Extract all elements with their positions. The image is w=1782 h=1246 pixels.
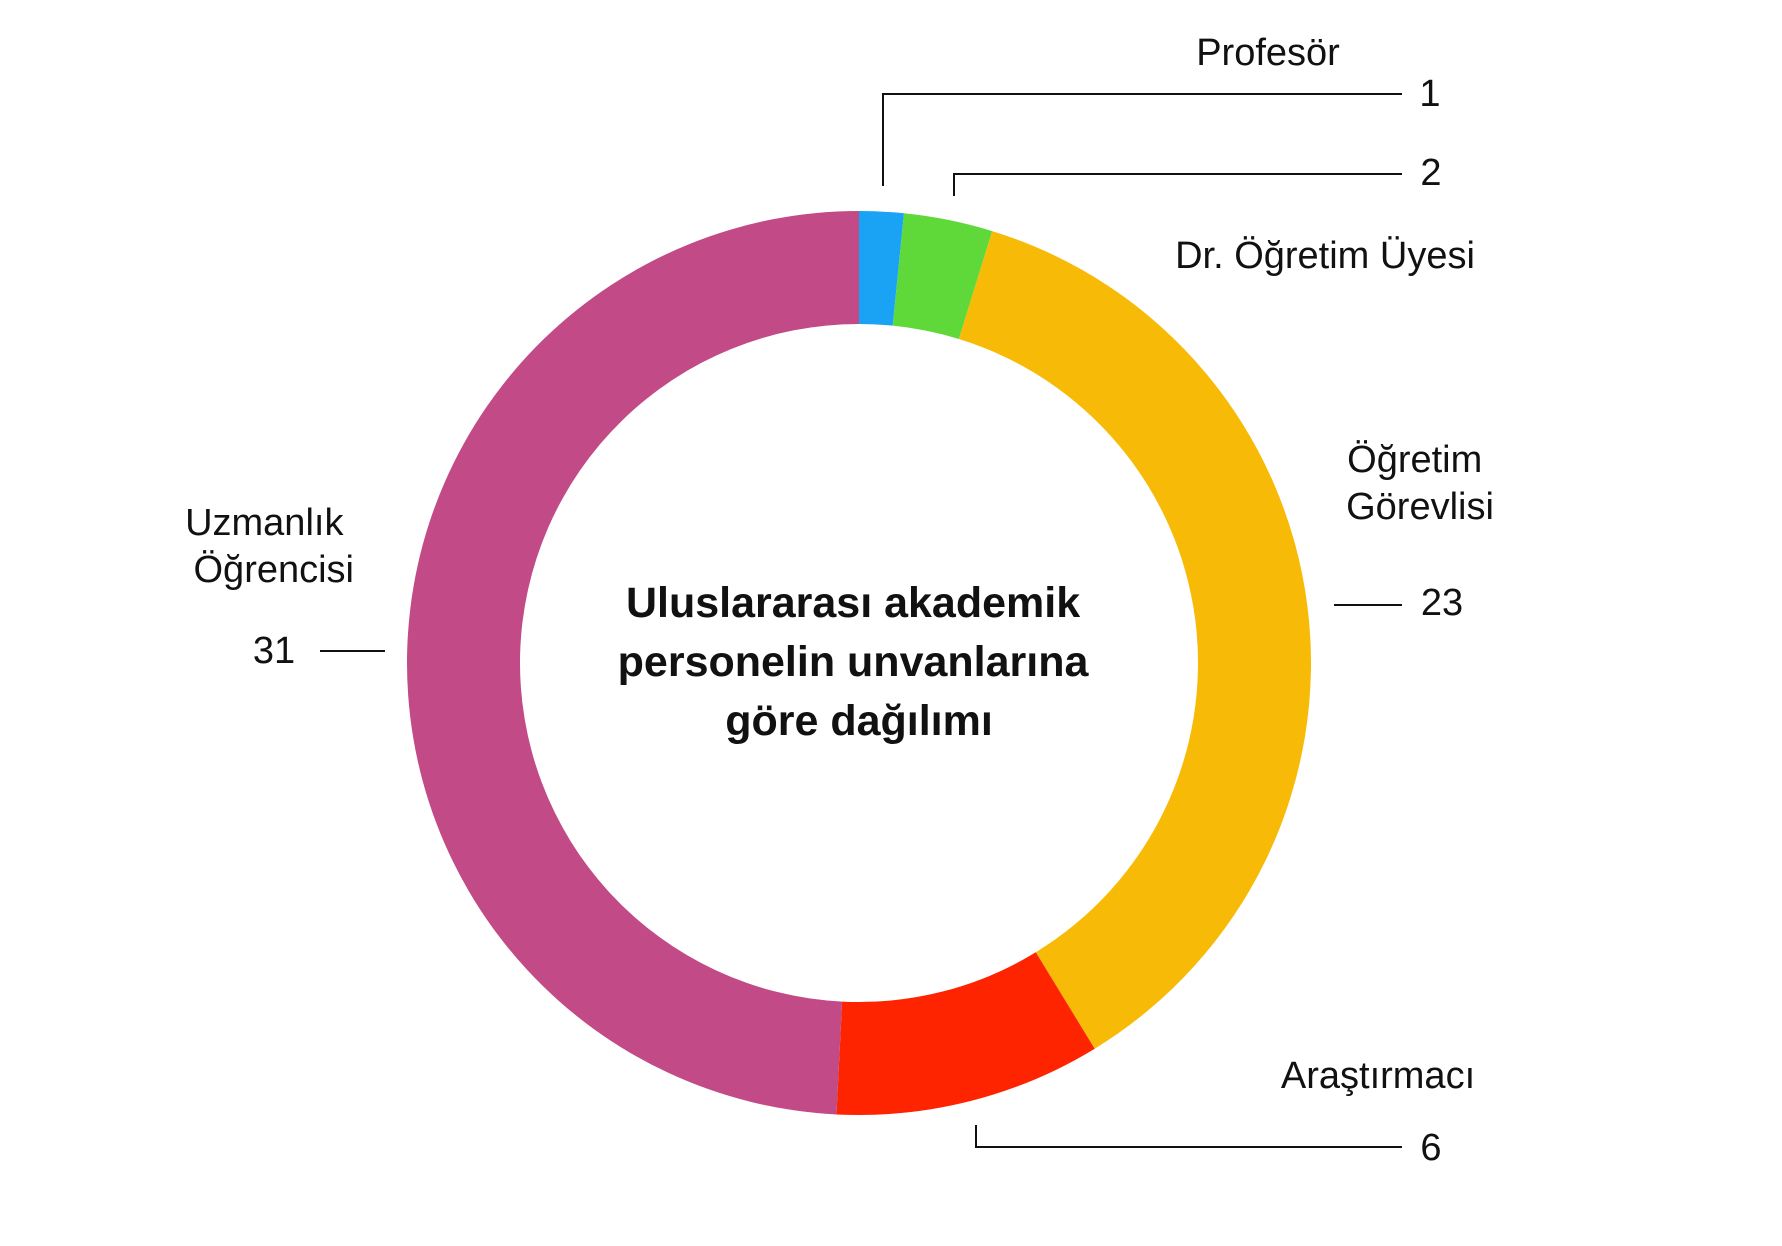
slice-label: Dr. Öğretim Üyesi	[1175, 235, 1475, 277]
slice-value: 2	[1420, 152, 1441, 194]
slice-value: 31	[253, 630, 295, 672]
chart-title: Uluslararası akademik personelin unvanla…	[618, 579, 1101, 745]
donut-slice	[958, 231, 1311, 1049]
leader-line	[975, 1125, 1402, 1148]
slice-value: 6	[1420, 1127, 1441, 1169]
slice-value: 1	[1419, 73, 1440, 115]
slice-label: Uzmanlık Öğrencisi	[185, 502, 354, 591]
slice-label: Profesör	[1196, 32, 1340, 74]
leader-line	[882, 93, 1402, 186]
leader-line	[953, 173, 1402, 196]
slice-value: 23	[1421, 582, 1463, 624]
slice-label: Öğretim Görevlisi	[1346, 439, 1494, 528]
slice-label: Araştırmacı	[1281, 1055, 1475, 1097]
donut-slice	[407, 211, 859, 1115]
donut-slice	[892, 213, 993, 340]
donut-slice	[836, 952, 1095, 1115]
donut-slice	[859, 211, 905, 326]
